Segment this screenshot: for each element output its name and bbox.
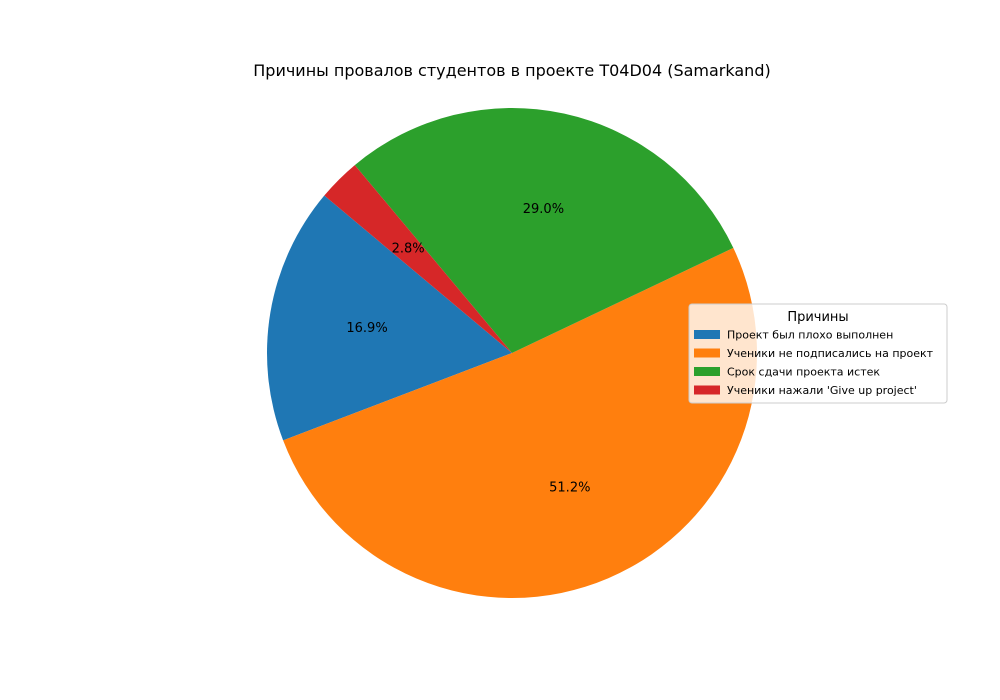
legend-label-4: Ученики нажали 'Give up project' <box>727 384 917 397</box>
legend-label-2: Ученики не подписались на проект <box>727 347 934 360</box>
pie-percent-label-4: 2.8% <box>392 241 425 256</box>
pie-percent-label-2: 51.2% <box>549 481 590 496</box>
legend-title: Причины <box>787 310 848 325</box>
pie-percent-label-3: 29.0% <box>523 202 564 217</box>
legend-frame <box>688 303 948 404</box>
pie-slice-4 <box>324 165 512 353</box>
pie-slice-2 <box>283 247 757 598</box>
legend: Причины Проект был плохо выполнен Ученики… <box>688 303 948 404</box>
pie-percent-labels: 16.9% 51.2% 29.0% 2.8% <box>346 202 590 496</box>
legend-swatch-3 <box>694 367 720 376</box>
pie-slice-1 <box>267 195 512 441</box>
legend-swatch-4 <box>694 385 720 395</box>
chart-title: Причины провалов студентов в проекте T04… <box>253 61 770 80</box>
pie-percent-label-1: 16.9% <box>346 321 387 336</box>
legend-swatch-1 <box>694 330 720 339</box>
legend-label-3: Срок сдачи проекта истек <box>727 366 880 379</box>
pie-slice-3 <box>354 107 734 353</box>
legend-label-1: Проект был плохо выполнен <box>727 329 893 342</box>
pie-slices <box>267 107 757 598</box>
legend-swatch-2 <box>694 348 720 358</box>
legend-entries: Проект был плохо выполнен Ученики не подп… <box>694 329 934 397</box>
